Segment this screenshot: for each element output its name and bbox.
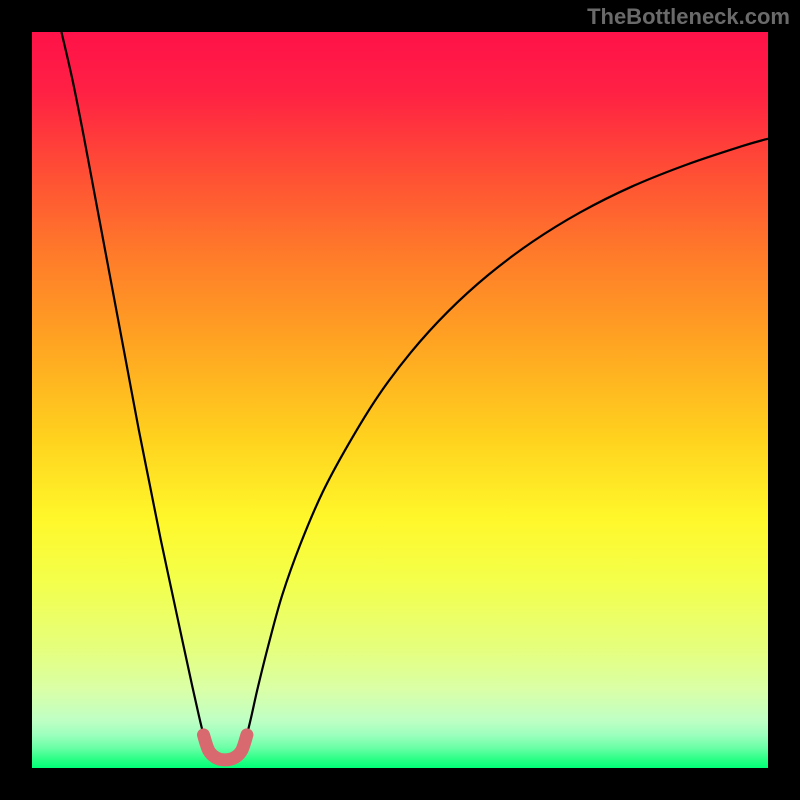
gradient-background [32, 32, 768, 768]
bottleneck-curve-chart [0, 0, 800, 800]
chart-frame: TheBottleneck.com [0, 0, 800, 800]
watermark-text: TheBottleneck.com [587, 4, 790, 30]
